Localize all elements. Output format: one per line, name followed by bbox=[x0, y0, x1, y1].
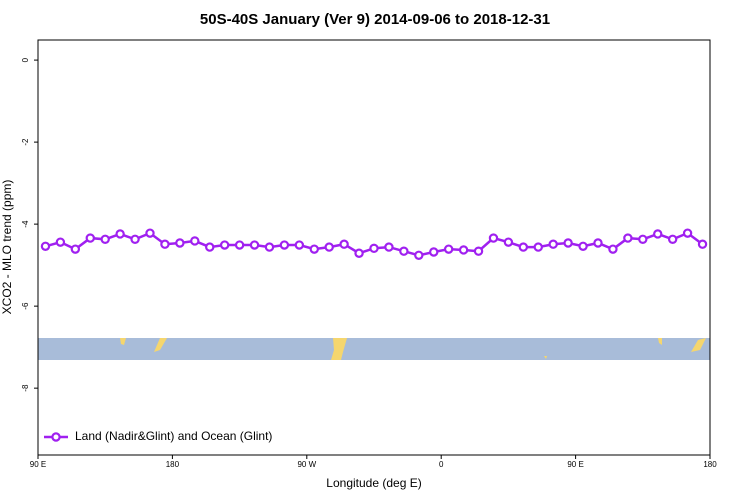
data-point bbox=[533, 242, 543, 252]
data-point bbox=[55, 237, 66, 247]
x-tick-label: 90 E bbox=[30, 460, 46, 469]
plot-frame bbox=[37, 39, 711, 456]
land-patch bbox=[658, 338, 662, 345]
legend-label: Land (Nadir&Glint) and Ocean (Glint) bbox=[75, 429, 272, 443]
data-point bbox=[100, 234, 110, 244]
data-point bbox=[578, 241, 588, 251]
x-tick-label: 90 E bbox=[567, 460, 583, 469]
data-point bbox=[279, 240, 290, 250]
data-point bbox=[623, 233, 633, 243]
data-point bbox=[682, 228, 693, 238]
data-point bbox=[130, 234, 140, 244]
data-point bbox=[324, 242, 334, 252]
data-point bbox=[294, 240, 305, 250]
data-point bbox=[234, 240, 245, 250]
data-point bbox=[503, 237, 514, 247]
data-point bbox=[309, 244, 319, 254]
land-ocean-strip bbox=[38, 338, 710, 360]
data-point bbox=[85, 233, 95, 243]
data-point bbox=[414, 250, 424, 260]
data-point bbox=[443, 244, 454, 254]
data-point bbox=[145, 228, 155, 238]
data-point bbox=[488, 233, 499, 243]
data-point bbox=[697, 239, 708, 249]
y-tick-label: 0 bbox=[21, 57, 30, 62]
data-point bbox=[115, 229, 125, 239]
data-point bbox=[563, 238, 573, 248]
data-point bbox=[249, 240, 260, 250]
data-point bbox=[667, 234, 678, 244]
legend-marker bbox=[51, 432, 61, 442]
data-point bbox=[593, 238, 603, 248]
data-point bbox=[399, 246, 409, 256]
x-tick-label: 90 W bbox=[297, 460, 316, 469]
data-point bbox=[175, 238, 185, 248]
data-point bbox=[190, 236, 200, 246]
data-point bbox=[608, 244, 618, 254]
data-point bbox=[473, 246, 484, 256]
land-patch bbox=[331, 338, 347, 360]
y-tick-label: -6 bbox=[21, 302, 30, 310]
data-point bbox=[653, 229, 663, 239]
land-patch bbox=[691, 338, 706, 352]
ocean-band bbox=[38, 338, 710, 360]
data-point bbox=[264, 242, 275, 252]
x-tick-label: 180 bbox=[166, 460, 180, 469]
data-point bbox=[160, 239, 170, 249]
data-point bbox=[638, 234, 648, 244]
data-point bbox=[70, 244, 81, 254]
data-point bbox=[219, 240, 230, 250]
x-axis-label: Longitude (deg E) bbox=[326, 476, 421, 490]
land-patch bbox=[154, 338, 167, 352]
x-tick-label: 180 bbox=[703, 460, 717, 469]
data-point bbox=[339, 239, 349, 249]
chart-title: 50S-40S January (Ver 9) 2014-09-06 to 20… bbox=[200, 11, 550, 28]
y-tick-label: -8 bbox=[21, 384, 30, 392]
data-point bbox=[548, 239, 558, 249]
data-point bbox=[369, 243, 379, 254]
y-tick-label: -2 bbox=[21, 138, 30, 146]
land-patch bbox=[120, 338, 126, 345]
y-axis-label: XCO2 - MLO trend (ppm) bbox=[0, 180, 14, 315]
y-tick-label: -4 bbox=[21, 220, 30, 228]
data-point bbox=[384, 242, 394, 252]
data-point bbox=[205, 242, 215, 252]
data-point bbox=[518, 242, 529, 252]
land-patch bbox=[544, 356, 547, 359]
data-point bbox=[354, 248, 364, 258]
data-point bbox=[429, 247, 439, 257]
data-point bbox=[40, 241, 51, 251]
data-point bbox=[458, 245, 469, 255]
x-tick-label: 0 bbox=[439, 460, 444, 469]
